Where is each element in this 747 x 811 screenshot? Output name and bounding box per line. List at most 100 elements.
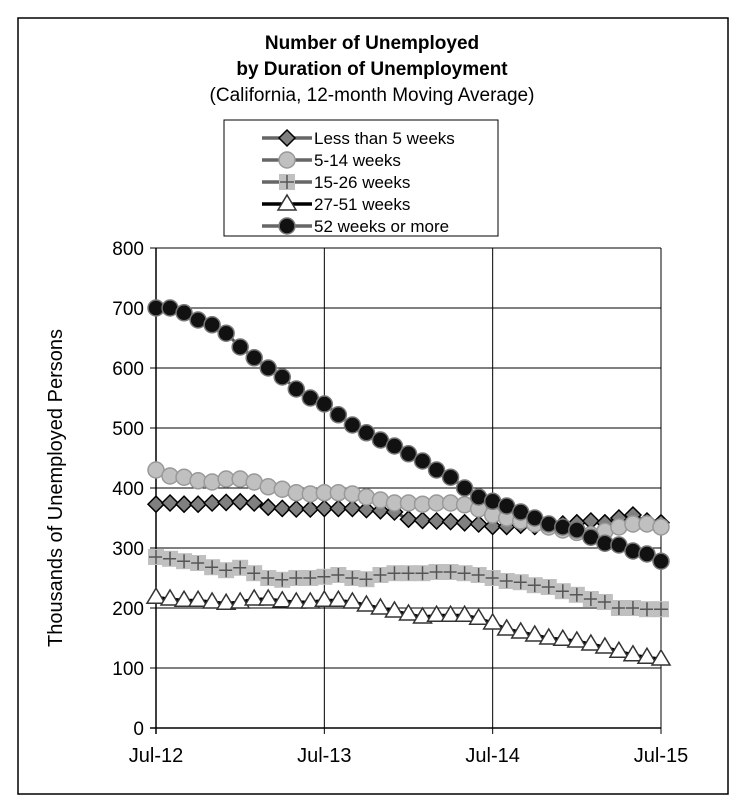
data-point [512, 574, 529, 591]
data-point [580, 633, 602, 651]
triangle-marker-icon [276, 193, 298, 211]
y-tick-label: 300 [112, 539, 144, 560]
data-point [231, 492, 250, 511]
data-point [652, 518, 670, 536]
data-point [442, 564, 459, 580]
data-point [201, 591, 223, 609]
plus-marker-cross [485, 571, 500, 585]
plus-marker-cross [345, 571, 360, 585]
data-point [524, 624, 546, 642]
data-point [372, 567, 389, 583]
data-point [469, 514, 488, 534]
data-point [498, 573, 515, 589]
data-point [162, 550, 179, 567]
x-tick-label: Jul-14 [465, 745, 519, 767]
y-axis-label: Thousands of Unemployed Persons [45, 329, 67, 647]
plus-marker-cross [205, 560, 220, 575]
plus-marker-cross [401, 566, 416, 581]
data-point [455, 513, 474, 532]
y-tick-label: 500 [112, 419, 144, 440]
data-point [552, 628, 574, 646]
data-point [526, 577, 543, 594]
data-point [329, 499, 348, 518]
data-point [148, 549, 164, 565]
plus-marker-cross [233, 560, 248, 575]
data-point [217, 493, 236, 512]
data-point [203, 493, 222, 513]
data-point [287, 380, 306, 398]
data-point [274, 571, 291, 588]
data-point [343, 416, 362, 434]
data-point [357, 488, 376, 506]
chart-title: Number of Unemployed [265, 33, 479, 54]
data-point [622, 644, 644, 662]
data-point [568, 521, 586, 539]
legend-label: 27-51 weeks [314, 195, 410, 214]
data-point [468, 607, 489, 625]
data-point [259, 498, 278, 517]
data-point [260, 570, 277, 586]
plus-marker-cross [191, 556, 206, 570]
data-point [484, 570, 501, 586]
plus-marker-cross [163, 551, 178, 566]
data-point [271, 590, 293, 608]
data-point [652, 552, 670, 570]
legend-item: Less than 5 weeks [262, 128, 455, 148]
data-point [344, 570, 361, 586]
plus-marker-cross [639, 602, 654, 617]
data-point [455, 479, 474, 497]
plus-marker-cross [415, 566, 430, 581]
circle-marker-icon [278, 217, 296, 235]
data-point [638, 601, 655, 618]
legend-label: 52 weeks or more [314, 217, 449, 236]
data-point [330, 567, 347, 583]
data-point [285, 591, 307, 609]
data-point [510, 621, 532, 639]
data-point [358, 571, 375, 588]
y-tick-label: 100 [112, 659, 144, 680]
x-tick-label: Jul-15 [634, 745, 688, 767]
y-tick-label: 700 [112, 299, 144, 320]
data-point [174, 495, 194, 514]
data-point [398, 603, 419, 621]
y-tick-label: 0 [133, 719, 144, 740]
data-point [441, 468, 460, 486]
data-point [302, 570, 319, 586]
plus-marker-cross [429, 565, 444, 579]
plus-marker-cross [513, 575, 528, 590]
plus-marker-cross [541, 580, 556, 594]
chart-subtitle: (California, 12-month Moving Average) [210, 85, 535, 106]
chart-title-line2: by Duration of Unemployment [236, 59, 508, 80]
data-point [245, 493, 264, 513]
series-3 [145, 586, 672, 666]
data-point [540, 579, 557, 595]
data-point [582, 591, 599, 607]
data-point [454, 604, 475, 622]
data-point [650, 648, 672, 666]
data-point [540, 515, 558, 533]
data-point [638, 545, 656, 563]
y-tick-label: 200 [112, 599, 144, 620]
legend-label: 5-14 weeks [314, 151, 401, 170]
data-point [343, 485, 362, 503]
legend-label: 15-26 weeks [314, 173, 410, 192]
y-tick-label: 800 [112, 239, 144, 260]
plus-marker-cross [597, 595, 612, 609]
data-point [414, 565, 431, 582]
data-point [554, 518, 572, 536]
data-point [243, 588, 265, 606]
data-point [218, 562, 235, 579]
data-point [566, 630, 588, 648]
data-point [231, 470, 249, 488]
data-point [427, 511, 446, 531]
plus-marker-cross [280, 175, 294, 189]
plus-marker-cross [275, 572, 290, 587]
data-point [273, 499, 292, 518]
legend-item: 15-26 weeks [262, 173, 410, 192]
plus-marker-cross [219, 563, 234, 578]
data-point [426, 604, 447, 622]
data-point [232, 559, 249, 576]
data-point [231, 338, 249, 356]
data-point [173, 589, 195, 607]
